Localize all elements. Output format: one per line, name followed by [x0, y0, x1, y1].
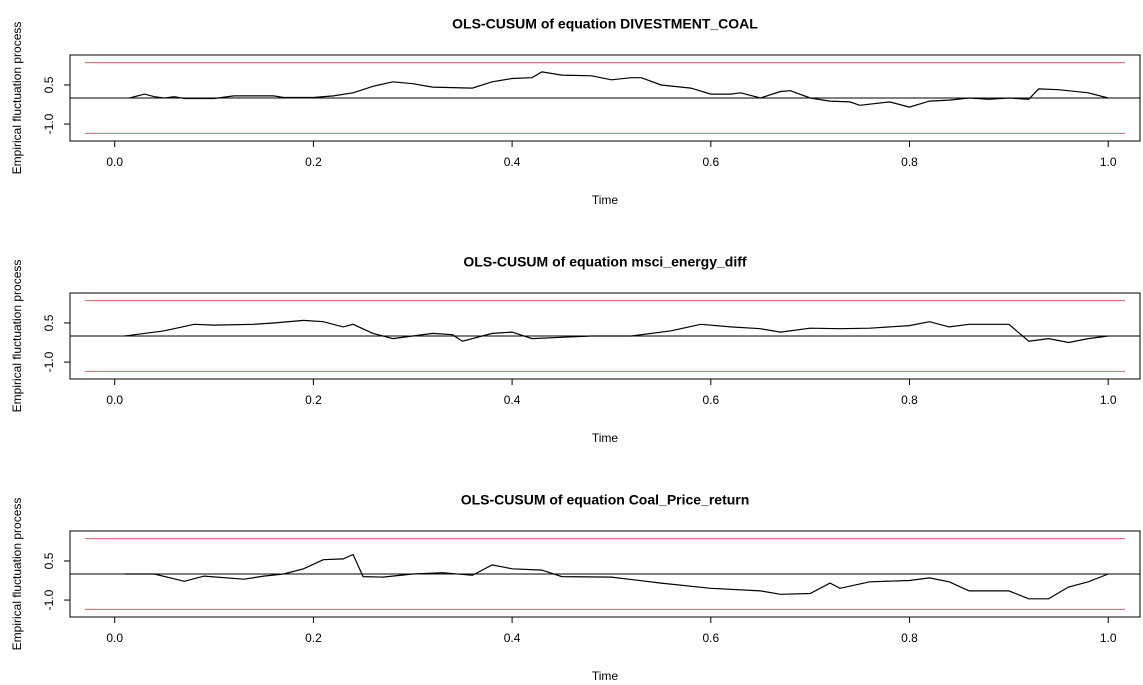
y-tick-label: -1.0 [42, 589, 56, 610]
x-tick-label: 0.4 [504, 631, 521, 645]
x-tick-label: 0.0 [106, 155, 123, 169]
y-tick-label: -1.0 [42, 113, 56, 134]
y-axis-label: Empirical fluctuation process [10, 22, 24, 175]
x-tick-label: 1.0 [1100, 393, 1117, 407]
x-axis-label: Time [592, 193, 619, 207]
y-tick-label: 0.5 [42, 552, 56, 569]
x-tick-label: 0.8 [901, 393, 918, 407]
x-tick-label: 0.0 [106, 631, 123, 645]
y-tick-label: 0.5 [42, 314, 56, 331]
chart-title: OLS-CUSUM of equation msci_energy_diff [463, 254, 746, 270]
x-tick-label: 0.2 [305, 631, 322, 645]
y-tick-label: 0.5 [42, 76, 56, 93]
x-tick-label: 1.0 [1100, 631, 1117, 645]
x-tick-label: 0.4 [504, 393, 521, 407]
chart-title: OLS-CUSUM of equation Coal_Price_return [461, 492, 750, 508]
x-tick-label: 0.4 [504, 155, 521, 169]
x-axis-label: Time [592, 431, 619, 445]
chart-title: OLS-CUSUM of equation DIVESTMENT_COAL [452, 16, 758, 32]
x-tick-label: 0.8 [901, 155, 918, 169]
data-line [124, 553, 1109, 600]
x-tick-label: 0.8 [901, 631, 918, 645]
x-tick-label: 0.0 [106, 393, 123, 407]
x-axis-label: Time [592, 669, 619, 683]
x-tick-label: 0.6 [702, 155, 719, 169]
x-tick-label: 0.2 [305, 155, 322, 169]
x-tick-label: 0.6 [702, 393, 719, 407]
x-tick-label: 0.6 [702, 631, 719, 645]
x-tick-label: 1.0 [1100, 155, 1117, 169]
x-tick-label: 0.2 [305, 393, 322, 407]
y-axis-label: Empirical fluctuation process [10, 498, 24, 651]
data-line [129, 71, 1109, 108]
y-axis-label: Empirical fluctuation process [10, 260, 24, 413]
data-line [124, 319, 1109, 344]
y-tick-label: -1.0 [42, 351, 56, 372]
